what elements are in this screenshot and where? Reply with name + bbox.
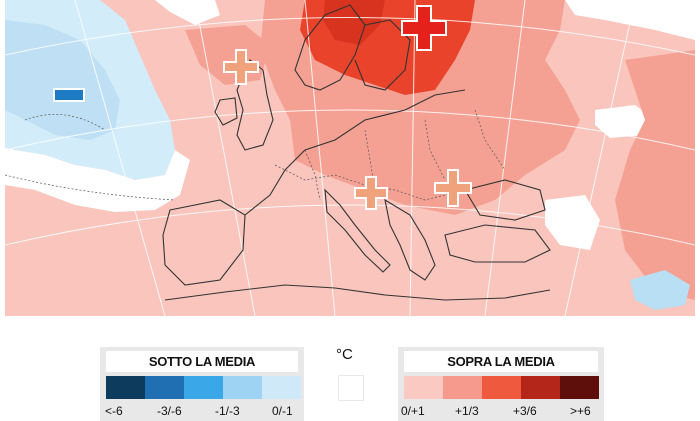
swatch-below-4: [223, 376, 262, 399]
tick-below-3: -1/-3: [215, 404, 240, 418]
legend-below-title: SOTTO LA MEDIA: [106, 351, 298, 372]
swatch-below-5: [262, 376, 301, 399]
graticule: [5, 0, 695, 316]
marker-plus-britain: [223, 49, 259, 85]
marker-plus-italy: [354, 176, 388, 210]
neutral-area-east: [565, 0, 695, 40]
temperature-anomaly-map: [5, 0, 695, 316]
cool-atlantic-core: [5, 20, 120, 140]
swatch-below-2: [145, 376, 184, 399]
marker-minus-atlantic: [53, 88, 85, 102]
neutral-swatch: [339, 376, 363, 400]
marker-plus-strong-scandinavia: [401, 5, 447, 51]
borders: [5, 109, 506, 201]
tick-below-4: 0/-1: [272, 404, 293, 418]
tick-above-4: >+6: [570, 404, 591, 418]
tick-below-2: -3/-6: [157, 404, 182, 418]
tick-above-1: 0/+1: [401, 404, 425, 418]
neutral-area-turkey: [545, 195, 600, 250]
neutral-atlantic-band: [5, 148, 190, 212]
warm-medium-east: [615, 50, 695, 300]
swatch-above-4: [521, 376, 560, 399]
swatch-below-1: [106, 376, 145, 399]
neutral-area-north: [155, 0, 220, 25]
cool-caspian-area: [630, 270, 690, 310]
tick-above-3: +3/6: [513, 404, 537, 418]
tick-above-2: +1/3: [455, 404, 479, 418]
coastlines: [162, 4, 551, 301]
warm-very-strong-core: [323, 0, 385, 45]
swatch-above-3: [482, 376, 521, 399]
legend-below-swatches: [106, 376, 301, 399]
legend-above-title: SOPRA LA MEDIA: [404, 351, 598, 372]
tick-below-1: <-6: [105, 404, 123, 418]
swatch-above-5: [560, 376, 599, 399]
swatch-above-1: [404, 376, 443, 399]
legend-above-swatches: [404, 376, 599, 399]
unit-label: °C: [336, 346, 353, 363]
marker-plus-balkans: [434, 169, 472, 207]
legend-above-average: SOPRA LA MEDIA 0/+1 +1/3 +3/6 >+6: [398, 347, 604, 421]
swatch-above-2: [443, 376, 482, 399]
swatch-below-3: [184, 376, 223, 399]
legend-below-average: SOTTO LA MEDIA <-6 -3/-6 -1/-3 0/-1: [100, 347, 304, 421]
